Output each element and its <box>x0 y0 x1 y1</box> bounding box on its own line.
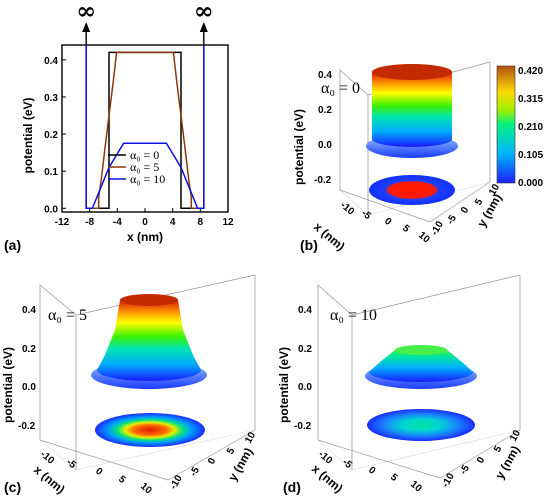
panel-d-cone-top <box>395 345 447 355</box>
panel-c-3d-plot: 0.4 0.2 0.0 -0.2 potential (eV) -10 -5 0… <box>1 274 258 497</box>
panel-a-ytick-label: 0.1 <box>44 167 58 178</box>
panel-b-colorbar <box>496 65 516 184</box>
panel-c-ztick: -0.2 <box>18 421 36 432</box>
panel-b-xtick: 5 <box>400 223 412 235</box>
panel-a-xtick-label: 8 <box>198 217 204 228</box>
panel-c-label: (c) <box>4 479 21 495</box>
panel-d-3d-plot: 0.4 0.2 0.0 -0.2 potential (eV) -10 -5 0… <box>277 274 523 496</box>
panel-a-legend-label: α₀ = 5 <box>130 160 159 174</box>
panel-a-series-line-2 <box>85 45 205 210</box>
panel-a-xtick-label: -8 <box>85 217 94 228</box>
panel-b-ztick: 0.0 <box>318 140 332 151</box>
panel-b-alpha-label: α₀ = 0 <box>321 80 360 97</box>
panel-a-xtick-label: 0 <box>142 217 148 228</box>
panel-d-cone <box>369 350 473 382</box>
panel-b-ylabel: y (nm) <box>474 191 504 229</box>
panel-b-projection <box>369 175 455 205</box>
panel-a-label: (a) <box>4 237 21 253</box>
panel-c-ytick: 5 <box>225 446 238 457</box>
panel-a-infinity-label: ∞ <box>194 0 214 25</box>
panel-c-zlabel: potential (eV) <box>1 347 15 423</box>
panel-d-ytick: 5 <box>492 444 505 455</box>
panel-a-xtick-label: -4 <box>113 217 122 228</box>
panel-a-line-chart: -12 -8 -4 0 4 8 12 0.0 0.1 0.2 0.3 0.4 x (nm) potenti… <box>21 0 234 244</box>
colorbar-tick: 0.420 <box>518 66 543 77</box>
panel-a-series-line-1 <box>85 45 205 210</box>
panel-d-zlabel: potential (eV) <box>277 347 291 423</box>
panel-a-xlabel: x (nm) <box>127 230 163 244</box>
colorbar-tick: 0.000 <box>518 178 543 189</box>
panel-d-ytick: 0 <box>475 455 488 466</box>
panel-b-ytick: -10 <box>429 219 446 237</box>
panel-a-xtick-label: 4 <box>170 217 176 228</box>
panel-d-projection <box>367 409 475 441</box>
panel-d-ztick: 0.0 <box>298 382 312 393</box>
panel-c-ztick: 0.0 <box>22 382 36 393</box>
panel-c-cone-top <box>120 294 178 306</box>
panel-c-ztick: 0.4 <box>22 305 36 316</box>
panel-a-xtick-label: -12 <box>55 217 70 228</box>
panel-a-infinity-label: ∞ <box>76 0 96 25</box>
panel-a-wall-arrow-head <box>199 22 208 32</box>
panel-a-legend-label: α₀ = 0 <box>130 148 159 162</box>
panel-b-ztick: -0.2 <box>314 175 332 186</box>
panel-c-ytick: 0 <box>206 456 219 467</box>
panel-d-ytick: 10 <box>508 428 523 444</box>
panel-a-legend-label: α₀ = 10 <box>130 172 165 186</box>
panel-b-3d-plot: 0.4 0.2 0.0 -0.2 potential (eV) -10 -5 0… <box>292 61 543 253</box>
panel-a-xtick-label: 12 <box>222 217 234 228</box>
panel-c-alpha-label: α₀ = 5 <box>48 307 87 324</box>
panel-c-projection <box>95 413 205 447</box>
panel-b-xtick: -5 <box>359 208 373 222</box>
panel-d-ytick: -5 <box>458 463 472 477</box>
panel-a-ytick-label: 0.0 <box>44 204 58 215</box>
panel-c-xtick: 0 <box>93 466 105 478</box>
panel-a-ytick-label: 0.4 <box>44 56 58 67</box>
panel-d-xlabel: x (nm) <box>309 462 346 496</box>
panel-c-ytick: -10 <box>168 473 185 491</box>
panel-b-ztick: 0.2 <box>318 105 332 116</box>
panel-a-ytick-label: 0.2 <box>44 130 58 141</box>
panel-b-cylinder <box>372 72 452 147</box>
colorbar-tick: 0.210 <box>518 122 543 133</box>
panel-c-ytick: 10 <box>243 430 258 446</box>
panel-b-zlabel: potential (eV) <box>292 109 306 185</box>
panel-b-ztick: 0.4 <box>318 70 332 81</box>
panel-a-ylabel: potential (eV) <box>21 97 35 173</box>
panel-c-xlabel: x (nm) <box>31 463 68 497</box>
panel-b-xtick: 0 <box>382 216 394 228</box>
panel-b-label: (b) <box>300 237 318 253</box>
panel-d-ztick: -0.2 <box>294 421 312 432</box>
panel-c-xtick: 5 <box>116 474 128 486</box>
panel-b-ytick: 0 <box>459 205 472 216</box>
panel-b-cylinder-top <box>372 64 452 80</box>
panel-b-ytick: 5 <box>473 197 486 208</box>
colorbar-tick: 0.105 <box>518 150 543 161</box>
panel-d-alpha-label: α₀ = 10 <box>330 307 377 324</box>
panel-a-wall-arrow-head <box>82 22 91 32</box>
panel-c-ztick: 0.2 <box>22 344 36 355</box>
panel-d-xtick: 5 <box>388 472 400 484</box>
colorbar-tick: 0.315 <box>518 94 543 105</box>
panel-d-ytick: -10 <box>440 471 457 489</box>
panel-b-ytick: 10 <box>487 182 502 198</box>
panel-d-ztick: 0.2 <box>298 344 312 355</box>
panel-a-ytick-label: 0.3 <box>44 93 58 104</box>
panel-c-cone <box>97 300 201 381</box>
panel-d-xtick: 0 <box>366 465 378 477</box>
panel-d-ztick: 0.4 <box>298 305 312 316</box>
panel-d-xtick: 10 <box>408 479 424 495</box>
panel-c-xtick: 10 <box>138 481 154 497</box>
panel-b-ytick: -5 <box>445 213 459 227</box>
panel-d-label: (d) <box>283 479 301 495</box>
